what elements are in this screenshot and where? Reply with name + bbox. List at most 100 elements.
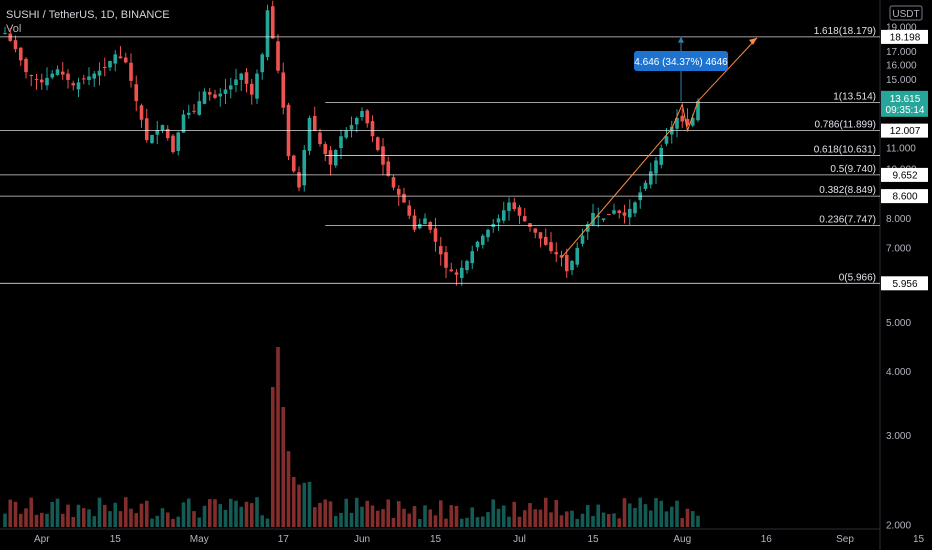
volume-bar — [123, 497, 128, 527]
currency-badge[interactable] — [889, 5, 923, 21]
candle-body — [407, 205, 412, 216]
volume-bar — [643, 504, 648, 527]
volume-bar — [108, 511, 112, 527]
candle-body — [528, 223, 532, 227]
volume-bar — [633, 507, 637, 527]
candle-body — [449, 269, 454, 272]
volume-bar — [533, 509, 538, 527]
time-tick-label: Jul — [513, 534, 526, 545]
volume-bar — [381, 509, 385, 527]
volume-bar — [228, 498, 233, 527]
candle-body — [260, 54, 265, 73]
volume-bar — [281, 407, 286, 527]
candle-body — [249, 83, 254, 95]
volume-bar — [328, 501, 333, 527]
time-tick-label: 15 — [587, 534, 599, 545]
trend-projection-line[interactable] — [561, 37, 758, 258]
volume-bar — [165, 512, 170, 527]
volume-bar — [155, 515, 160, 527]
currency-label: USDT — [892, 9, 919, 20]
volume-bar — [270, 387, 275, 527]
candle-body — [176, 132, 181, 151]
volume-bar — [365, 500, 370, 527]
candle-body — [312, 115, 317, 131]
time-tick-label: Apr — [34, 534, 50, 545]
candle-body — [386, 161, 391, 176]
volume-bar — [444, 518, 448, 527]
volume-bar — [218, 504, 223, 527]
volume-bar — [286, 451, 291, 527]
volume-bar — [113, 502, 118, 527]
volume-bar — [543, 497, 548, 527]
candle-body — [690, 117, 695, 126]
fib-level-label: 0.618(10.631) — [814, 145, 876, 156]
volume-bar — [391, 517, 396, 527]
volume-bar — [76, 504, 81, 527]
candle-body — [39, 79, 44, 83]
volume-bar — [139, 503, 144, 527]
fib-level-label: 1(13.514) — [833, 91, 876, 102]
candle-body — [55, 69, 60, 75]
volume-bar — [207, 499, 212, 527]
volume-bar — [134, 513, 139, 527]
candle-body — [318, 132, 322, 145]
price-tick-label: 16.000 — [886, 61, 917, 72]
volume-bar — [265, 518, 270, 527]
candle-body — [265, 10, 270, 58]
candle-body — [160, 125, 165, 131]
volume-bar — [18, 513, 23, 527]
volume-bar — [407, 513, 412, 527]
volume-bar — [585, 505, 590, 527]
candle-body — [633, 202, 637, 214]
current-price-tag — [881, 90, 928, 117]
volume-bar — [192, 511, 196, 527]
fib-level-label: 0.236(7.747) — [819, 215, 876, 226]
volume-bar — [549, 512, 553, 527]
price-tag — [881, 276, 928, 291]
candle-body — [438, 246, 443, 255]
volume-bar — [627, 503, 632, 527]
volume-bar — [102, 504, 107, 527]
candle-body — [297, 172, 301, 188]
candle-body — [522, 216, 527, 222]
time-tick-label: 15 — [110, 534, 122, 545]
candle-body — [134, 84, 139, 102]
volume-bar — [375, 510, 380, 527]
candle-body — [559, 255, 564, 258]
candle-body — [591, 212, 595, 225]
current-price-label: 13.615 — [890, 94, 921, 105]
volume-bar — [276, 347, 280, 527]
candle-body — [307, 117, 312, 151]
candle-body — [239, 73, 244, 80]
candle-body — [444, 252, 448, 268]
candle-body — [454, 272, 459, 275]
volume-bar — [87, 509, 91, 527]
price-tick-label: 11.000 — [886, 143, 916, 154]
candle-body — [396, 188, 401, 195]
volume-bar — [302, 482, 307, 527]
price-tick-label: 4.000 — [886, 367, 911, 378]
volume-bar — [564, 511, 569, 527]
volume-bar — [255, 497, 259, 527]
volume-bar — [522, 510, 527, 527]
price-tick-label: 8.000 — [886, 214, 911, 225]
volume-bar — [66, 504, 70, 527]
candle-body — [685, 118, 690, 126]
volume-bar — [386, 499, 391, 527]
time-tick-label: May — [190, 534, 209, 545]
volume-bar — [538, 509, 543, 527]
volume-bar — [97, 497, 102, 527]
volume-bar — [354, 497, 359, 527]
candle-body — [202, 91, 207, 104]
volume-bar — [291, 476, 296, 527]
volume-bar — [150, 518, 154, 527]
candle-body — [323, 144, 328, 155]
price-tick-label: 19.000 — [886, 23, 917, 34]
candle-body — [60, 71, 65, 75]
candle-body — [281, 72, 286, 108]
volume-bar — [223, 509, 228, 527]
volume-bar — [249, 503, 254, 527]
price-tick-label: 15.000 — [886, 75, 917, 86]
chart-header: SUSHI / TetherUS, 1D, BINANCE Vol — [6, 8, 170, 36]
